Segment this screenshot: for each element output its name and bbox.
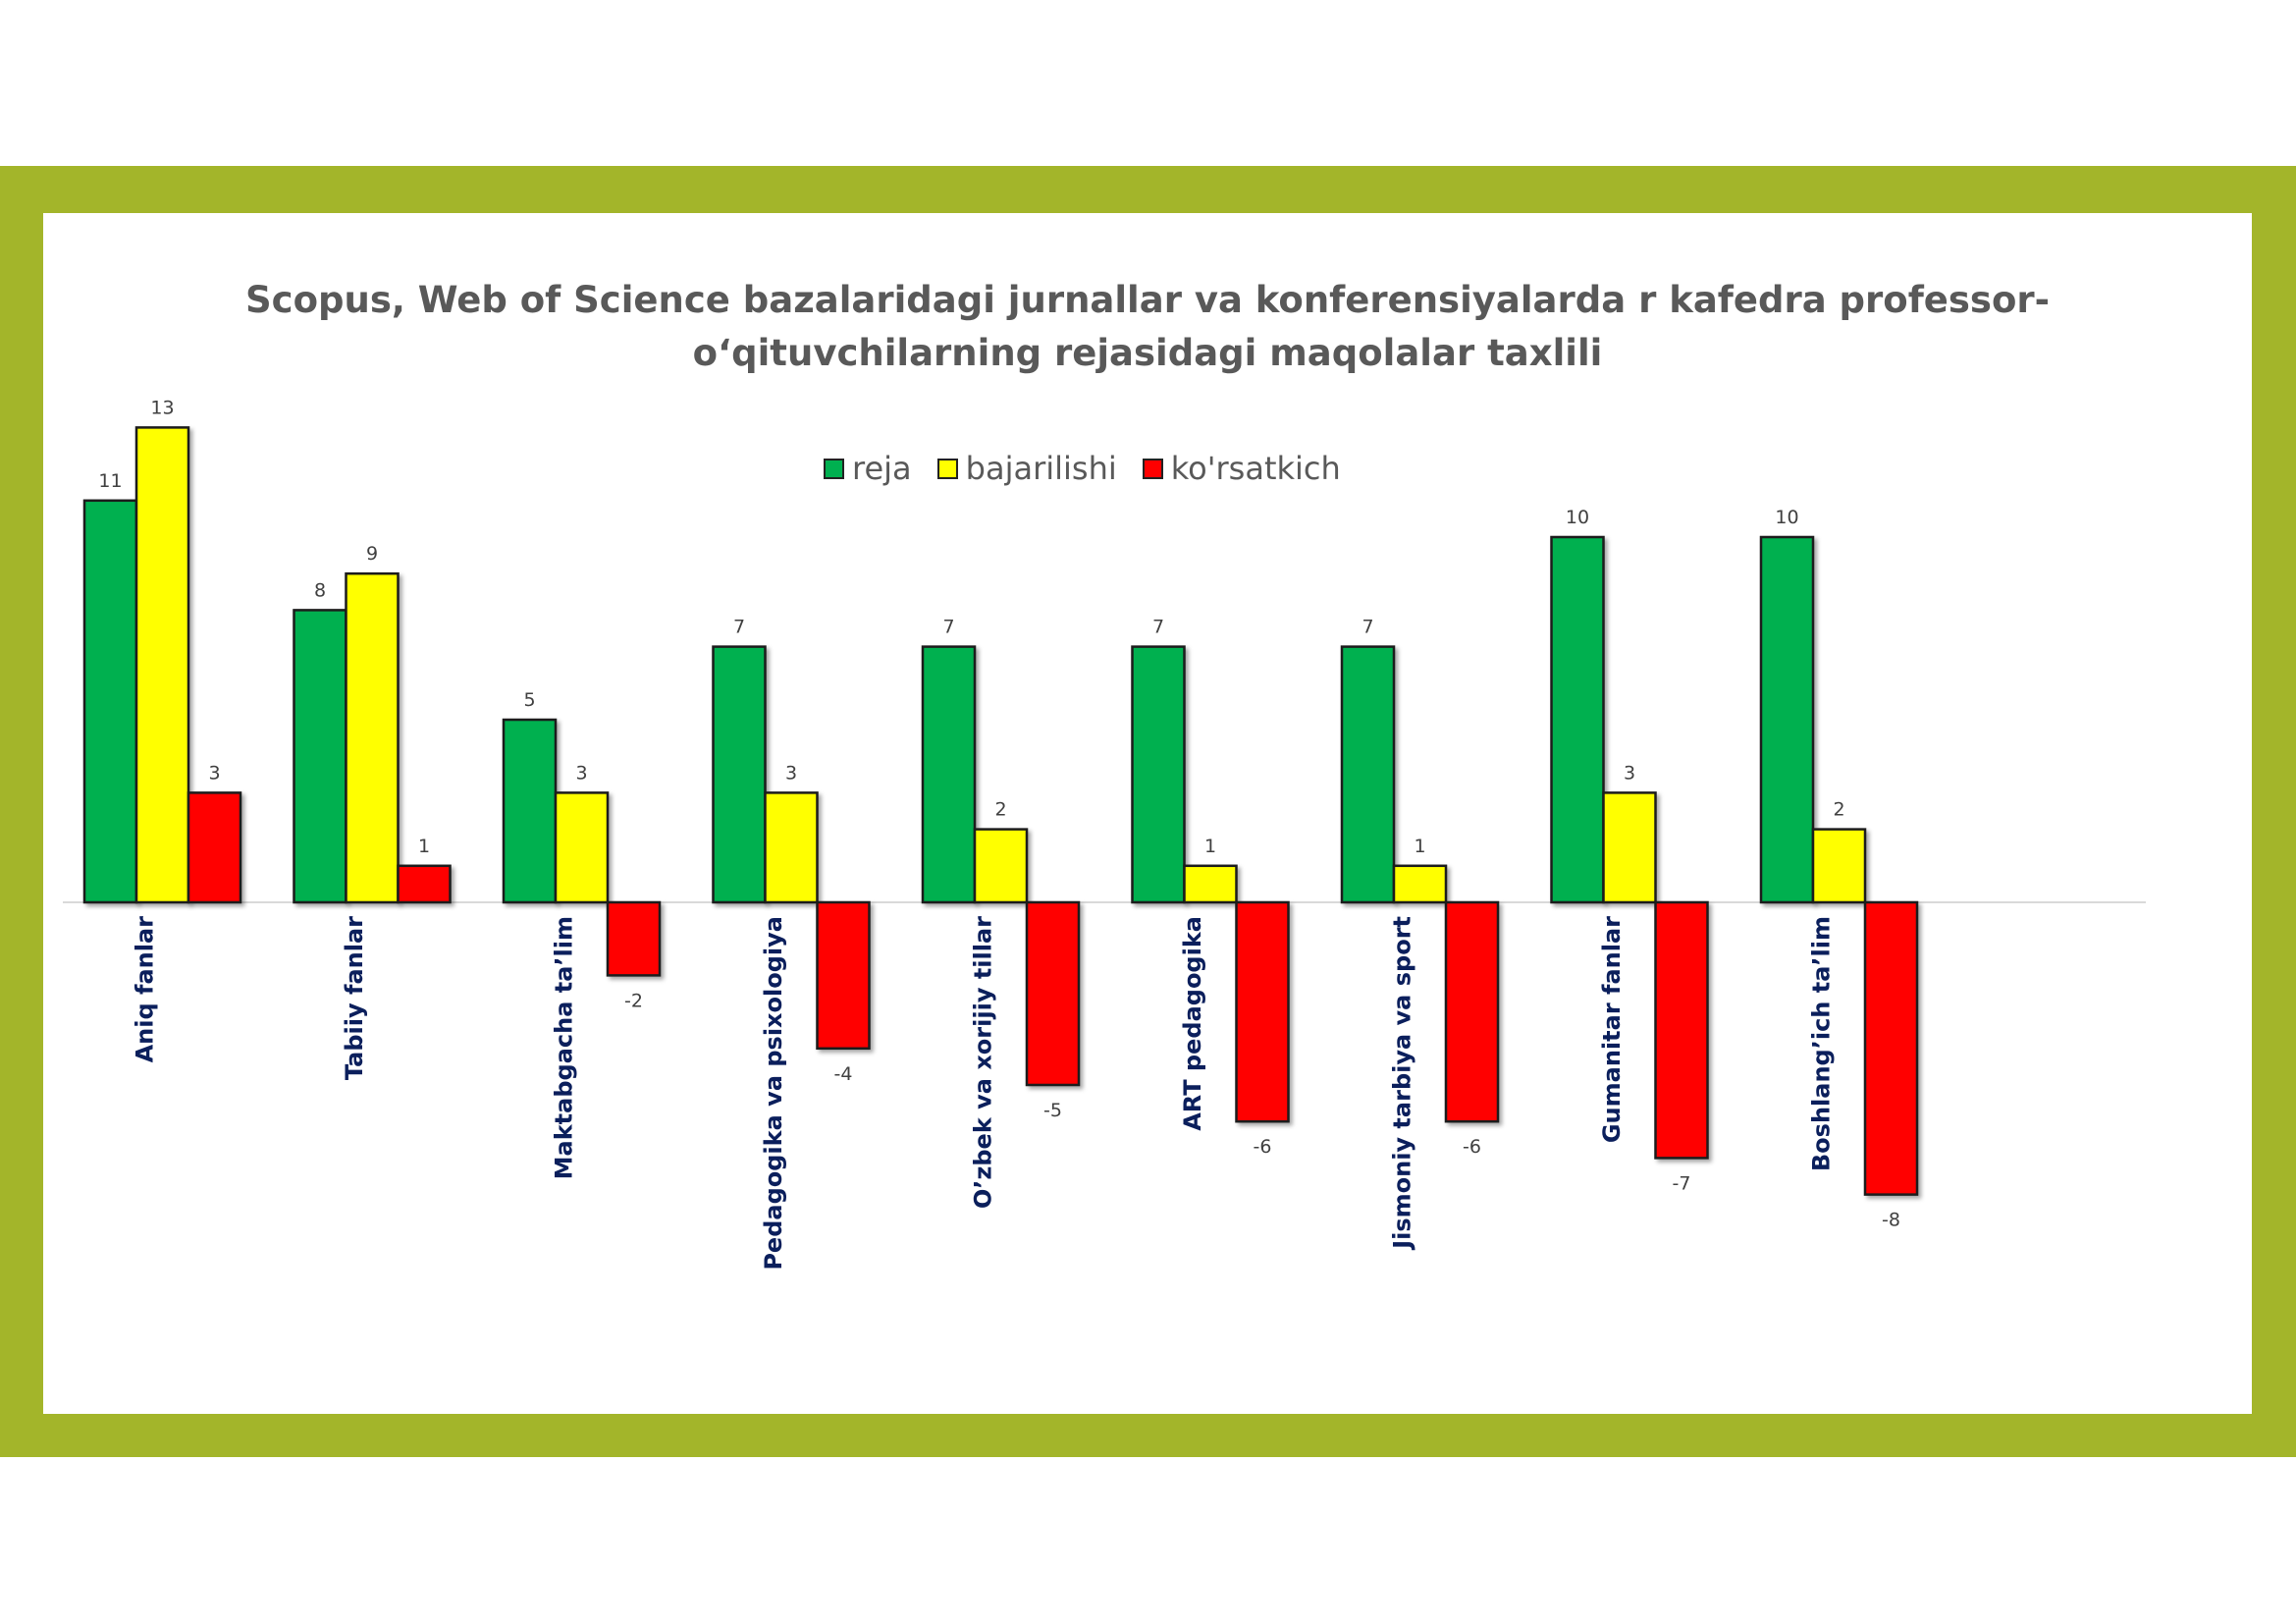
chart-title-line-1: Scopus, Web of Science bazalaridagi jurn…	[245, 279, 2050, 321]
bar-bajarilishi-6	[1183, 864, 1238, 904]
bar-bajarilishi-5	[973, 828, 1029, 904]
data-label: 7	[942, 617, 954, 638]
bar-reja-8	[1550, 535, 1605, 904]
bar-reja-4	[712, 645, 767, 904]
legend-swatch-korsatkich	[1142, 458, 1163, 479]
data-label: 3	[208, 762, 220, 784]
data-label: 3	[1624, 762, 1635, 784]
data-label: 7	[1362, 617, 1373, 638]
data-label: 2	[994, 799, 1006, 821]
category-label: Maktabgacha ta’lim	[551, 916, 578, 1179]
data-label: 10	[1775, 507, 1798, 528]
data-label: 1	[1204, 836, 1216, 857]
legend-label-korsatkich: ko'rsatkich	[1170, 450, 1341, 487]
legend-item-bajarilishi: bajarilishi	[936, 450, 1117, 487]
bar-korsatkich-5	[1025, 900, 1081, 1087]
data-label: 10	[1566, 507, 1589, 528]
bar-bajarilishi-8	[1602, 791, 1657, 904]
bar-korsatkich-1	[187, 791, 242, 904]
data-label: 5	[523, 689, 535, 711]
category-label: Boshlang’ich ta’lim	[1808, 916, 1836, 1171]
legend-swatch-reja	[824, 458, 844, 479]
legend-label-bajarilishi: bajarilishi	[965, 450, 1117, 487]
data-label: -7	[1673, 1172, 1691, 1194]
category-label: Pedagogika va psixologiya	[760, 916, 787, 1271]
category-label: ART pedagogika	[1179, 916, 1206, 1131]
data-label: -8	[1882, 1210, 1900, 1231]
data-label: 13	[150, 397, 174, 418]
bar-bajarilishi-4	[764, 791, 819, 904]
bar-reja-6	[1131, 645, 1186, 904]
bar-bajarilishi-2	[345, 571, 400, 904]
category-label: Tabiiy fanlar	[341, 916, 368, 1080]
data-label: 7	[733, 617, 745, 638]
bar-bajarilishi-3	[554, 791, 610, 904]
bar-bajarilishi-1	[134, 426, 190, 904]
data-label: -2	[624, 990, 643, 1011]
bar-korsatkich-8	[1654, 900, 1709, 1160]
data-label: 11	[98, 470, 122, 492]
legend-item-reja: reja	[824, 450, 912, 487]
category-label: Gumanitar fanlar	[1598, 916, 1626, 1143]
chart-panel: Scopus, Web of Science bazalaridagi jurn…	[43, 213, 2252, 1414]
data-label: -5	[1043, 1100, 1062, 1121]
data-label: 3	[575, 762, 587, 784]
data-label: 1	[1414, 836, 1425, 857]
bar-korsatkich-2	[397, 864, 452, 904]
data-label: 3	[785, 762, 797, 784]
bar-korsatkich-4	[816, 900, 871, 1051]
bar-korsatkich-9	[1863, 900, 1919, 1196]
chart-title-line-2: o‘qituvchilarning rejasidagi maqolalar t…	[692, 332, 1603, 374]
bar-reja-3	[502, 718, 558, 904]
bar-reja-9	[1759, 535, 1815, 904]
data-label: 8	[314, 579, 326, 601]
bar-reja-1	[82, 499, 138, 904]
bar-reja-5	[921, 645, 977, 904]
chart-title: Scopus, Web of Science bazalaridagi jurn…	[43, 274, 2252, 380]
data-label: 7	[1152, 617, 1164, 638]
category-label: Jismoniy tarbiya va sport	[1389, 916, 1416, 1251]
category-label: Aniq fanlar	[132, 916, 159, 1063]
legend-item-korsatkich: ko'rsatkich	[1142, 450, 1341, 487]
bar-bajarilishi-7	[1392, 864, 1448, 904]
legend-label-reja: reja	[852, 450, 912, 487]
data-label: -6	[1254, 1136, 1272, 1158]
data-label: 2	[1833, 799, 1844, 821]
bar-korsatkich-7	[1444, 900, 1500, 1123]
legend-swatch-bajarilishi	[936, 458, 958, 479]
data-label: 9	[366, 543, 378, 565]
data-label: -6	[1463, 1136, 1481, 1158]
bar-reja-7	[1340, 645, 1396, 904]
bar-reja-2	[293, 609, 347, 904]
bar-korsatkich-3	[606, 900, 662, 977]
category-label: O’zbek va xorijiy tillar	[970, 916, 997, 1209]
bar-bajarilishi-9	[1811, 828, 1867, 904]
chart-legend: reja bajarilishi ko'rsatkich	[824, 449, 1366, 488]
chart-frame: Scopus, Web of Science bazalaridagi jurn…	[0, 166, 2296, 1457]
bar-korsatkich-6	[1235, 900, 1290, 1123]
data-label: 1	[418, 836, 430, 857]
data-label: -4	[834, 1063, 853, 1085]
